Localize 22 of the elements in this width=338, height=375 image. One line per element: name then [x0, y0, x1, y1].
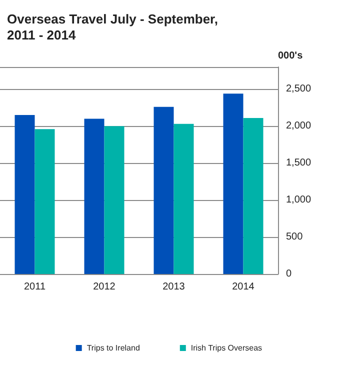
- y-tick-label: 0: [286, 268, 292, 280]
- legend-label: Irish Trips Overseas: [190, 344, 262, 352]
- y-tick-label: 2,000: [286, 120, 312, 132]
- x-tick-label: 2012: [93, 282, 116, 292]
- y-tick-label: 1,000: [286, 194, 312, 206]
- y-tick-label: 1,500: [286, 158, 312, 169]
- bar: [84, 118, 104, 274]
- chart-title: Overseas Travel July - September, 2011 - 2014: [7, 12, 218, 42]
- legend-label: Trips to Ireland: [86, 344, 140, 352]
- bar: [34, 129, 55, 274]
- x-tick-label: 2011: [24, 282, 46, 292]
- bar: [104, 126, 124, 274]
- bar: [154, 106, 174, 274]
- bar: [223, 94, 244, 274]
- bar: [243, 118, 264, 274]
- x-tick-label: 2014: [232, 282, 255, 292]
- x-tick-label: 2013: [162, 282, 186, 292]
- bar: [14, 115, 35, 274]
- y-tick-label: 500: [286, 232, 304, 243]
- y-axis-title: 000's: [278, 50, 304, 62]
- y-tick-label: 2,500: [286, 84, 312, 95]
- bar: [174, 124, 194, 274]
